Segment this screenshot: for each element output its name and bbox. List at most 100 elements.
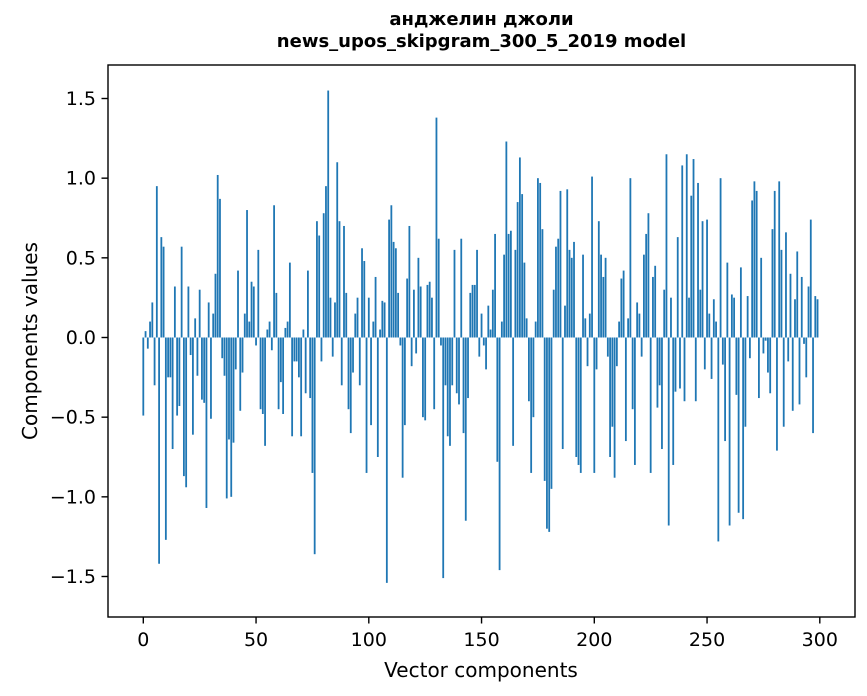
bar bbox=[688, 297, 690, 338]
bar bbox=[336, 162, 339, 338]
x-axis-label: Vector components bbox=[384, 658, 578, 682]
bar bbox=[649, 337, 652, 473]
bar bbox=[728, 337, 731, 526]
bar bbox=[692, 159, 695, 338]
bar bbox=[588, 313, 591, 338]
bar bbox=[390, 205, 393, 338]
bar bbox=[298, 337, 300, 378]
bar bbox=[767, 337, 769, 373]
bar bbox=[388, 219, 390, 338]
bar bbox=[203, 337, 206, 403]
bar bbox=[555, 246, 557, 338]
bar bbox=[546, 337, 548, 529]
bar bbox=[476, 249, 478, 338]
bar bbox=[602, 276, 605, 338]
bar bbox=[805, 337, 808, 378]
bar bbox=[760, 257, 763, 338]
bar bbox=[250, 281, 253, 338]
bar bbox=[523, 262, 526, 338]
bar bbox=[230, 337, 233, 497]
bar bbox=[697, 182, 699, 338]
bar bbox=[304, 337, 307, 394]
x-tick-label: 200 bbox=[576, 629, 612, 651]
chart-title-line1: анджелин джоли bbox=[389, 9, 574, 30]
bar bbox=[803, 337, 805, 344]
bar bbox=[320, 337, 323, 362]
bar bbox=[275, 292, 278, 338]
bar bbox=[564, 305, 566, 338]
bar bbox=[354, 313, 357, 338]
y-tick-label: −0.5 bbox=[50, 407, 96, 429]
bar bbox=[703, 337, 706, 370]
bar bbox=[383, 302, 386, 338]
bar bbox=[789, 273, 792, 338]
bar bbox=[561, 337, 564, 450]
bars bbox=[142, 90, 819, 583]
bar bbox=[746, 296, 749, 338]
bar bbox=[631, 337, 634, 410]
bar bbox=[431, 297, 433, 338]
bar bbox=[397, 292, 400, 338]
bar bbox=[437, 238, 440, 338]
bar bbox=[300, 337, 303, 437]
bar bbox=[661, 337, 663, 450]
bar bbox=[494, 233, 496, 338]
bar bbox=[237, 270, 239, 338]
bar bbox=[816, 299, 819, 338]
bar bbox=[415, 337, 418, 354]
y-axis: 1.5 1.0 0.5 0.0 −0.5 −1.0 −1.5 bbox=[50, 88, 108, 588]
bar bbox=[485, 337, 487, 370]
bar bbox=[146, 337, 149, 349]
bar bbox=[264, 337, 266, 446]
bar bbox=[503, 254, 505, 338]
y-tick-label: 1.5 bbox=[66, 88, 96, 110]
bar bbox=[417, 257, 420, 338]
bar bbox=[593, 337, 596, 473]
bar bbox=[771, 229, 774, 338]
bar bbox=[372, 321, 375, 338]
bar bbox=[667, 337, 670, 526]
bar bbox=[528, 337, 530, 402]
bar bbox=[284, 327, 287, 338]
bar bbox=[591, 176, 593, 338]
bar bbox=[309, 337, 312, 399]
bar bbox=[158, 337, 160, 564]
bar bbox=[187, 286, 190, 338]
bar bbox=[142, 337, 145, 416]
bar bbox=[277, 337, 280, 410]
bar bbox=[239, 337, 242, 411]
bar bbox=[144, 331, 147, 338]
bar bbox=[712, 299, 715, 338]
bar bbox=[785, 232, 787, 338]
bar bbox=[225, 337, 228, 499]
bar bbox=[363, 261, 366, 338]
bar bbox=[683, 337, 686, 402]
bar bbox=[597, 221, 600, 338]
bar bbox=[295, 337, 298, 362]
bar bbox=[507, 233, 510, 338]
bar bbox=[349, 337, 352, 434]
bar bbox=[643, 254, 645, 338]
bar bbox=[638, 313, 641, 338]
bar bbox=[367, 297, 370, 338]
bar bbox=[266, 329, 269, 338]
bar bbox=[428, 281, 431, 338]
bar bbox=[293, 337, 296, 362]
bar bbox=[469, 292, 472, 338]
y-tick-label: −1.0 bbox=[50, 486, 96, 508]
bar bbox=[776, 337, 778, 451]
bar bbox=[453, 249, 456, 338]
bar bbox=[216, 174, 219, 338]
bar bbox=[201, 337, 203, 400]
bar bbox=[509, 230, 512, 338]
bar bbox=[198, 289, 201, 338]
bar bbox=[807, 286, 810, 338]
bar bbox=[778, 181, 781, 338]
bar bbox=[345, 292, 348, 338]
bar bbox=[762, 337, 765, 354]
bar bbox=[530, 337, 533, 473]
bar bbox=[577, 337, 580, 465]
bar bbox=[500, 321, 503, 338]
bar bbox=[451, 337, 454, 386]
bar bbox=[550, 337, 553, 489]
